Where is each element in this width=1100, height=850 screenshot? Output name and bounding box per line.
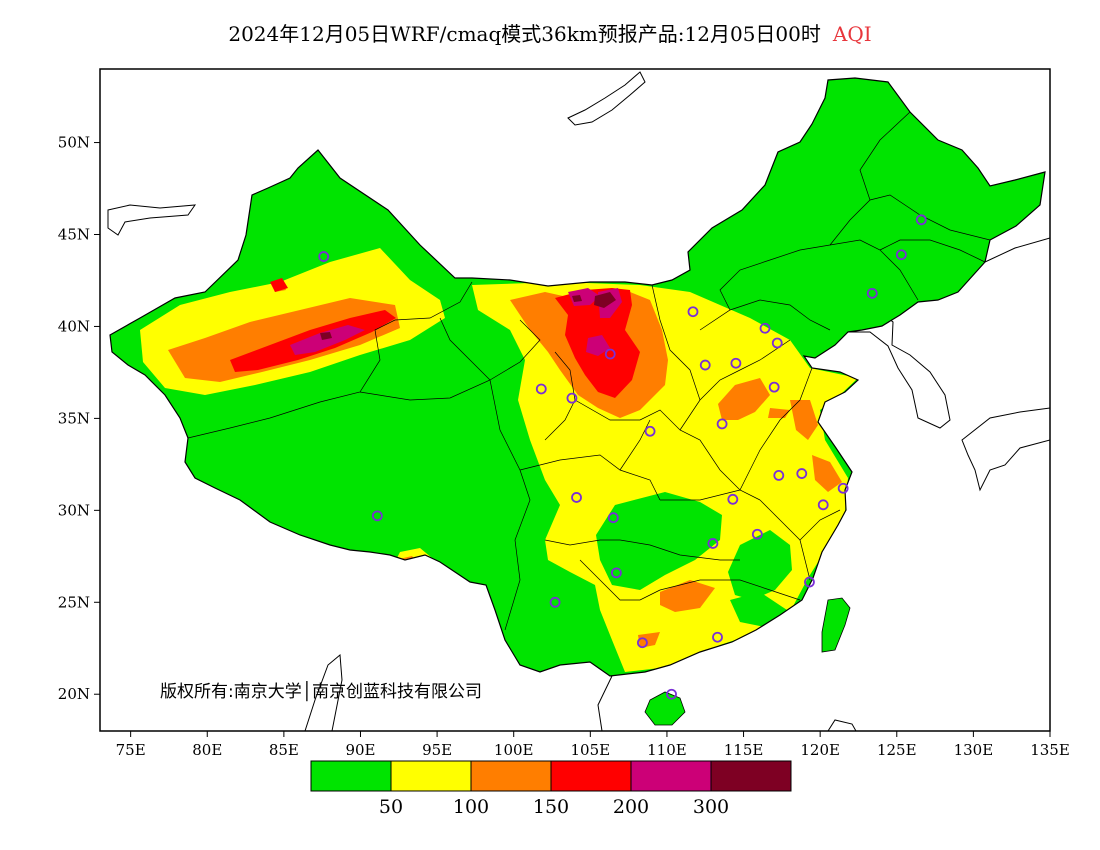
lon-tick-label: 85E: [269, 741, 299, 759]
legend-swatch: [630, 760, 712, 792]
station-marker: [751, 528, 763, 540]
aqi-field: [140, 248, 858, 672]
station-marker: [707, 538, 719, 549]
lat-tick-label: 30N: [58, 501, 90, 519]
legend-label: 100: [453, 796, 489, 818]
station-marker: [895, 249, 907, 261]
lon-tick-label: 105E: [571, 741, 611, 759]
station-markers: [318, 214, 927, 700]
station-marker: [571, 492, 582, 503]
map-area: [107, 71, 1050, 731]
station-marker: [771, 337, 783, 349]
station-marker: [716, 418, 728, 430]
legend-swatch: [310, 760, 392, 792]
station-marker: [915, 214, 927, 226]
station-marker: [318, 251, 330, 262]
station-marker: [604, 348, 616, 360]
station-marker: [687, 306, 699, 318]
station-marker: [644, 425, 656, 437]
station-marker: [804, 576, 815, 588]
station-marker: [699, 359, 711, 371]
neighbour-outlines: [107, 71, 1050, 731]
lon-tick-label: 80E: [192, 741, 222, 759]
legend-swatch: [390, 760, 472, 792]
legend-swatch: [470, 760, 552, 792]
legend-swatch: [710, 760, 792, 792]
station-marker: [666, 688, 677, 700]
lat-tick-label: 50N: [58, 134, 90, 152]
map-title: 2024年12月05日WRF/cmaq模式36km预报产品:12月05日00时 A…: [0, 18, 1100, 47]
islands: [644, 597, 851, 726]
lon-tick-label: 75E: [116, 741, 146, 759]
station-marker: [566, 392, 578, 404]
station-marker: [371, 510, 383, 522]
lon-tick-label: 90E: [345, 741, 375, 759]
station-marker: [712, 631, 723, 643]
station-marker: [773, 469, 785, 481]
station-marker: [796, 468, 808, 479]
station-marker: [817, 499, 829, 511]
province-borders: [187, 111, 991, 631]
station-marker: [637, 637, 648, 649]
lat-tick-label: 45N: [58, 226, 90, 244]
station-marker: [535, 383, 547, 395]
station-marker: [727, 493, 739, 505]
station-marker: [759, 322, 771, 334]
lat-tick-label: 35N: [58, 409, 90, 427]
lon-tick-label: 130E: [954, 741, 994, 759]
lat-tick-label: 20N: [58, 685, 90, 703]
station-marker: [866, 287, 878, 299]
lon-tick-label: 120E: [800, 741, 840, 759]
title-variable: AQI: [832, 22, 872, 46]
latitude-axis: 20N 25N 30N 35N 40N 45N 50N: [58, 134, 100, 703]
legend-label: 50: [379, 796, 403, 818]
lon-tick-label: 135E: [1030, 741, 1070, 759]
longitude-axis: 75E 80E 85E 90E 95E 100E 105E 110E 115E 120E 125E 1…: [116, 731, 1070, 759]
lon-tick-label: 110E: [647, 741, 687, 759]
lat-tick-label: 40N: [58, 317, 90, 335]
legend-label: 200: [613, 796, 649, 818]
station-marker: [607, 512, 619, 524]
lon-tick-label: 95E: [422, 741, 452, 759]
aqi-legend: 50 100 150 200 300: [310, 760, 792, 818]
station-marker: [610, 567, 622, 579]
station-marker: [768, 381, 780, 393]
lon-tick-label: 115E: [724, 741, 764, 759]
lon-tick-label: 100E: [494, 741, 534, 759]
title-main: 2024年12月05日WRF/cmaq模式36km预报产品:12月05日00时: [228, 22, 821, 46]
station-marker: [549, 596, 561, 608]
map-frame: [99, 68, 1051, 732]
legend-swatch: [550, 760, 632, 792]
lon-tick-label: 125E: [877, 741, 917, 759]
legend-label: 150: [533, 796, 569, 818]
station-marker: [730, 357, 742, 369]
copyright-text: 版权所有:南京大学│南京创蓝科技有限公司: [160, 681, 482, 702]
station-marker: [837, 482, 849, 494]
lat-tick-label: 25N: [58, 593, 90, 611]
legend-label: 300: [693, 796, 729, 818]
